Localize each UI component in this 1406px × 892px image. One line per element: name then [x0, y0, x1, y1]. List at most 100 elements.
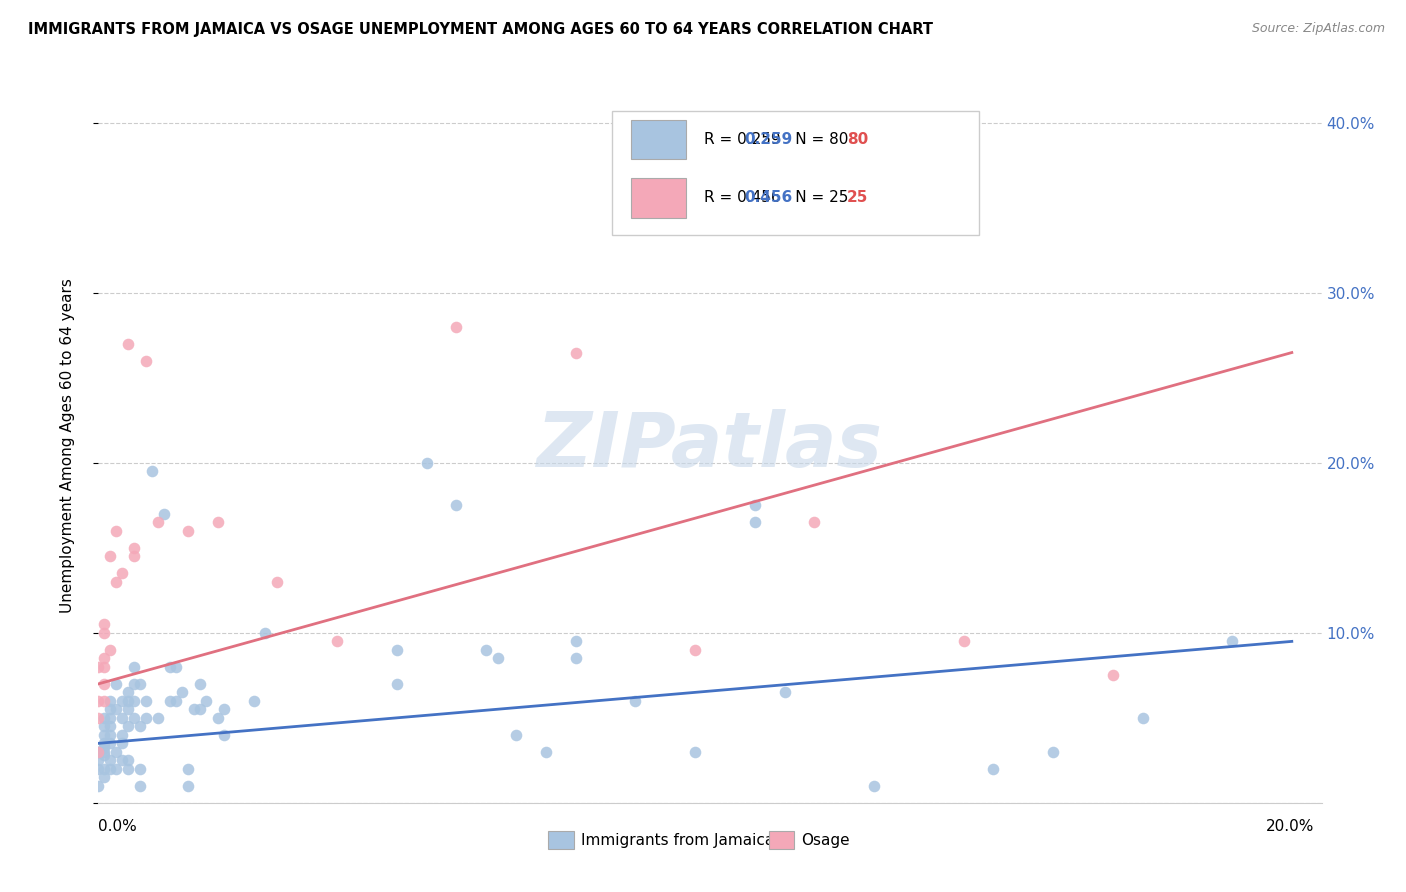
Point [141, 465, 163, 479]
Point [565, 651, 588, 665]
Point [744, 499, 766, 513]
Point [188, 702, 211, 716]
Point [122, 694, 145, 708]
Point [170, 685, 193, 699]
Point [117, 702, 139, 716]
Point [105, 762, 128, 776]
Text: Osage: Osage [801, 833, 851, 847]
Point [117, 719, 139, 733]
Point [486, 651, 509, 665]
Point [98, 753, 121, 767]
Y-axis label: Unemployment Among Ages 60 to 64 years: Unemployment Among Ages 60 to 64 years [60, 278, 75, 614]
Text: R = 0.259   N = 80: R = 0.259 N = 80 [704, 132, 848, 146]
Point [93, 711, 115, 725]
Point [87, 694, 110, 708]
Text: IMMIGRANTS FROM JAMAICA VS OSAGE UNEMPLOYMENT AMONG AGES 60 TO 64 YEARS CORRELAT: IMMIGRANTS FROM JAMAICA VS OSAGE UNEMPLO… [28, 22, 934, 37]
Point [93, 651, 115, 665]
Point [183, 702, 205, 716]
Point [117, 762, 139, 776]
Point [177, 524, 200, 538]
Point [122, 711, 145, 725]
Point [1042, 745, 1064, 759]
Point [98, 728, 121, 742]
Point [87, 745, 110, 759]
Text: Source: ZipAtlas.com: Source: ZipAtlas.com [1251, 22, 1385, 36]
Point [983, 762, 1005, 776]
Text: 20.0%: 20.0% [1267, 820, 1315, 834]
Point [415, 456, 437, 470]
Point [93, 728, 115, 742]
Point [188, 677, 211, 691]
Point [87, 711, 110, 725]
Point [212, 702, 235, 716]
Point [122, 541, 145, 555]
Point [87, 745, 110, 759]
Point [475, 643, 498, 657]
Point [93, 748, 115, 763]
Point [266, 574, 288, 589]
Point [159, 660, 181, 674]
Point [129, 719, 152, 733]
Point [385, 643, 408, 657]
Point [105, 745, 128, 759]
Point [207, 711, 229, 725]
Point [177, 762, 200, 776]
Point [129, 677, 152, 691]
Point [146, 516, 169, 530]
Point [1132, 711, 1154, 725]
Point [446, 499, 468, 513]
Point [242, 694, 264, 708]
Point [98, 702, 121, 716]
FancyBboxPatch shape [630, 178, 686, 218]
FancyBboxPatch shape [630, 120, 686, 159]
FancyBboxPatch shape [612, 111, 979, 235]
Point [93, 617, 115, 632]
Point [165, 694, 187, 708]
Text: 0.0%: 0.0% [98, 820, 138, 834]
Point [111, 736, 134, 750]
Text: 80: 80 [846, 132, 869, 146]
Point [744, 516, 766, 530]
Point [93, 762, 115, 776]
Point [105, 677, 128, 691]
Point [129, 779, 152, 793]
Text: 25: 25 [846, 190, 869, 205]
Point [326, 634, 349, 648]
Point [93, 736, 115, 750]
Point [135, 354, 157, 368]
Point [534, 745, 557, 759]
Point [111, 711, 134, 725]
Point [207, 516, 229, 530]
Point [98, 549, 121, 564]
Point [153, 507, 176, 521]
Point [105, 524, 128, 538]
Text: R = 0.456   N = 25: R = 0.456 N = 25 [704, 190, 848, 205]
Point [87, 779, 110, 793]
Point [117, 753, 139, 767]
Point [87, 753, 110, 767]
Point [1220, 634, 1243, 648]
Point [254, 626, 277, 640]
Point [773, 685, 796, 699]
Text: 0.456: 0.456 [744, 190, 793, 205]
Point [565, 345, 588, 359]
Point [565, 634, 588, 648]
Point [1101, 668, 1123, 682]
Point [98, 694, 121, 708]
Point [159, 694, 181, 708]
Point [135, 694, 157, 708]
Point [105, 574, 128, 589]
Point [93, 626, 115, 640]
Point [194, 694, 217, 708]
Point [87, 745, 110, 759]
Point [93, 677, 115, 691]
Point [93, 770, 115, 784]
Point [122, 660, 145, 674]
Point [98, 711, 121, 725]
Point [111, 753, 134, 767]
Point [111, 566, 134, 581]
Point [385, 677, 408, 691]
Point [111, 694, 134, 708]
Point [93, 739, 115, 754]
Point [93, 660, 115, 674]
